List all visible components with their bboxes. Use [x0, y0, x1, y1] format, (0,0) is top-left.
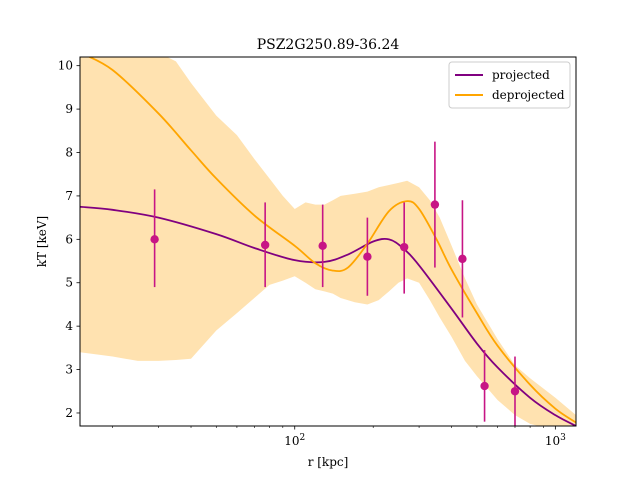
- y-tick-label: 9: [65, 102, 73, 116]
- uncertainty-band-layer: [80, 57, 576, 426]
- data-point: [363, 252, 372, 261]
- y-tick-label: 6: [65, 232, 73, 246]
- data-point: [458, 254, 467, 264]
- data-point: [150, 235, 159, 244]
- y-axis-ticks: 2 3 4 5 6 7 8 9 10: [58, 59, 80, 420]
- y-tick-label: 2: [65, 406, 73, 420]
- data-point: [318, 241, 327, 251]
- series-line-projected: [80, 205, 576, 426]
- data-point: [430, 200, 440, 209]
- chart-title: PSZ2G250.89-36.24: [257, 37, 400, 53]
- legend-label-deprojected: deprojected: [492, 88, 565, 102]
- legend-label-projected: projected: [492, 68, 550, 82]
- data-point: [399, 242, 409, 252]
- y-axis-label: kT [keV]: [35, 216, 49, 268]
- data-point: [480, 381, 489, 391]
- legend: projected deprojected: [448, 61, 571, 109]
- x-axis-label: r [kpc]: [308, 455, 349, 469]
- y-tick-label: 3: [65, 363, 73, 377]
- uncertainty-band-deprojected: [80, 57, 576, 426]
- y-tick-label: 5: [65, 276, 73, 290]
- x-tick-label: 102: [284, 433, 305, 448]
- y-tick-label: 4: [65, 319, 73, 333]
- y-tick-label: 8: [65, 146, 73, 160]
- plot-frame: [79, 56, 577, 427]
- legend-box: [448, 61, 571, 109]
- data-point: [510, 387, 520, 396]
- data-point-layer: [150, 141, 520, 426]
- data-point: [260, 240, 270, 250]
- y-tick-label: 7: [65, 189, 73, 203]
- x-axis-ticks: 102 103: [112, 426, 566, 448]
- x-tick-label: 103: [545, 433, 566, 448]
- y-tick-label: 10: [58, 59, 73, 73]
